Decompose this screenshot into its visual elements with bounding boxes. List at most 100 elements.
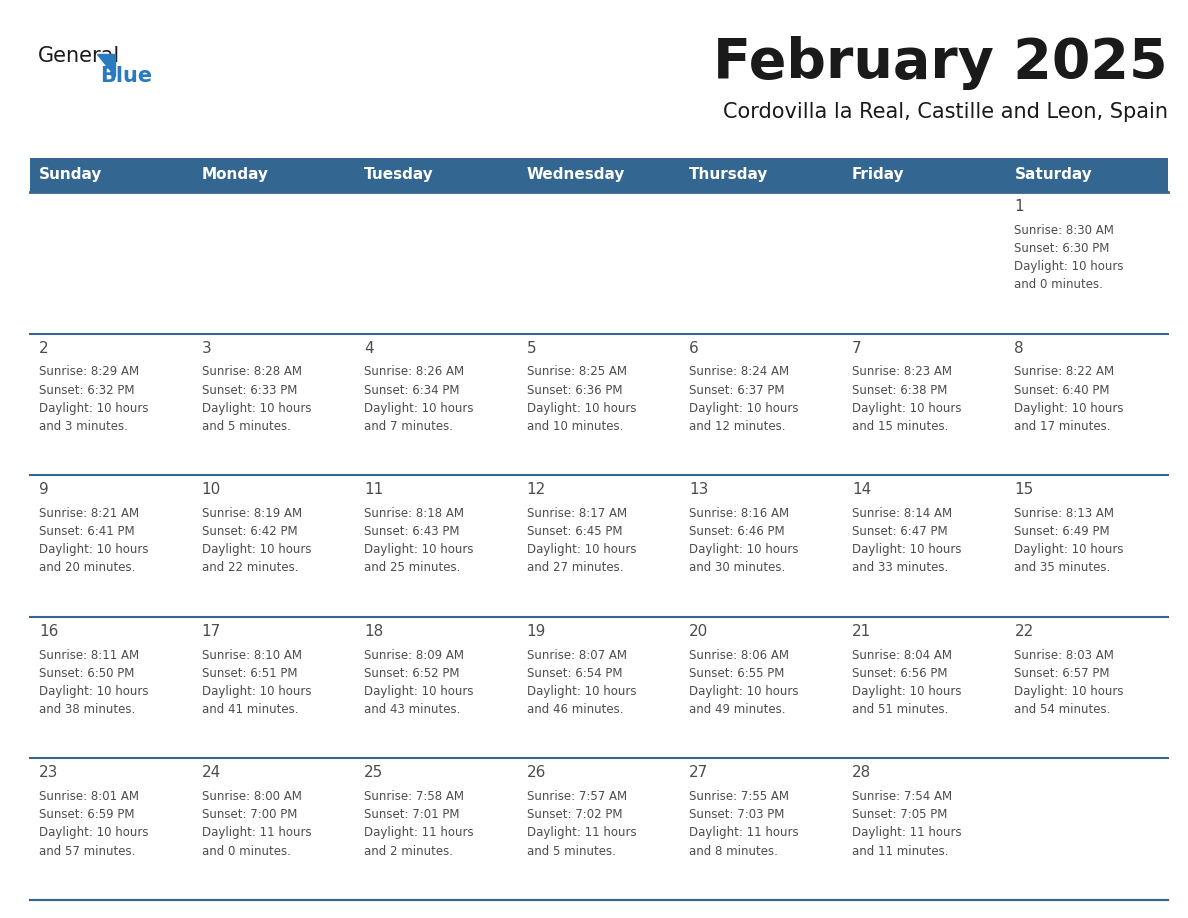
- Text: Sunrise: 8:22 AM: Sunrise: 8:22 AM: [1015, 365, 1114, 378]
- Text: Sunset: 6:37 PM: Sunset: 6:37 PM: [689, 384, 785, 397]
- Text: Sunset: 7:05 PM: Sunset: 7:05 PM: [852, 809, 947, 822]
- Text: Sunrise: 8:18 AM: Sunrise: 8:18 AM: [365, 507, 465, 520]
- Text: Sunrise: 8:14 AM: Sunrise: 8:14 AM: [852, 507, 952, 520]
- Text: and 0 minutes.: and 0 minutes.: [202, 845, 290, 857]
- Text: and 22 minutes.: and 22 minutes.: [202, 562, 298, 575]
- Text: Sunset: 6:52 PM: Sunset: 6:52 PM: [365, 666, 460, 679]
- FancyBboxPatch shape: [842, 333, 1005, 476]
- Text: Sunset: 6:45 PM: Sunset: 6:45 PM: [526, 525, 623, 538]
- FancyBboxPatch shape: [681, 333, 842, 476]
- Text: Sunrise: 8:16 AM: Sunrise: 8:16 AM: [689, 507, 789, 520]
- Text: Sunrise: 7:55 AM: Sunrise: 7:55 AM: [689, 790, 789, 803]
- Text: 15: 15: [1015, 482, 1034, 498]
- Text: Sunset: 6:46 PM: Sunset: 6:46 PM: [689, 525, 785, 538]
- Text: 13: 13: [689, 482, 709, 498]
- FancyBboxPatch shape: [30, 617, 192, 758]
- FancyBboxPatch shape: [192, 617, 355, 758]
- Text: Sunset: 6:57 PM: Sunset: 6:57 PM: [1015, 666, 1110, 679]
- Text: and 30 minutes.: and 30 minutes.: [689, 562, 785, 575]
- Text: Sunset: 6:49 PM: Sunset: 6:49 PM: [1015, 525, 1110, 538]
- Text: and 8 minutes.: and 8 minutes.: [689, 845, 778, 857]
- Text: 23: 23: [39, 766, 58, 780]
- Text: 3: 3: [202, 341, 211, 355]
- FancyBboxPatch shape: [842, 476, 1005, 617]
- Text: Wednesday: Wednesday: [526, 167, 625, 183]
- Text: Daylight: 11 hours: Daylight: 11 hours: [526, 826, 637, 839]
- Text: and 51 minutes.: and 51 minutes.: [852, 703, 948, 716]
- Text: Daylight: 10 hours: Daylight: 10 hours: [1015, 260, 1124, 273]
- Text: Sunset: 6:33 PM: Sunset: 6:33 PM: [202, 384, 297, 397]
- Text: 6: 6: [689, 341, 699, 355]
- Text: Sunrise: 8:19 AM: Sunrise: 8:19 AM: [202, 507, 302, 520]
- Text: Daylight: 10 hours: Daylight: 10 hours: [526, 543, 637, 556]
- Text: Sunset: 7:02 PM: Sunset: 7:02 PM: [526, 809, 623, 822]
- FancyBboxPatch shape: [842, 192, 1005, 333]
- Text: Daylight: 10 hours: Daylight: 10 hours: [365, 543, 474, 556]
- Text: Sunrise: 7:54 AM: Sunrise: 7:54 AM: [852, 790, 952, 803]
- Text: Sunrise: 8:26 AM: Sunrise: 8:26 AM: [365, 365, 465, 378]
- Text: 12: 12: [526, 482, 546, 498]
- Text: Sunrise: 7:57 AM: Sunrise: 7:57 AM: [526, 790, 627, 803]
- FancyBboxPatch shape: [355, 192, 518, 333]
- Text: 8: 8: [1015, 341, 1024, 355]
- Text: and 43 minutes.: and 43 minutes.: [365, 703, 461, 716]
- Text: February 2025: February 2025: [713, 36, 1168, 90]
- Text: 25: 25: [365, 766, 384, 780]
- Text: Sunset: 6:41 PM: Sunset: 6:41 PM: [39, 525, 134, 538]
- FancyBboxPatch shape: [681, 617, 842, 758]
- Text: Thursday: Thursday: [689, 167, 769, 183]
- Text: 17: 17: [202, 624, 221, 639]
- Text: Sunset: 6:56 PM: Sunset: 6:56 PM: [852, 666, 947, 679]
- FancyBboxPatch shape: [192, 758, 355, 900]
- Text: 24: 24: [202, 766, 221, 780]
- Text: 22: 22: [1015, 624, 1034, 639]
- FancyBboxPatch shape: [1005, 476, 1168, 617]
- Text: Sunset: 6:47 PM: Sunset: 6:47 PM: [852, 525, 948, 538]
- Text: 18: 18: [365, 624, 384, 639]
- Text: Monday: Monday: [202, 167, 268, 183]
- Text: Sunrise: 8:11 AM: Sunrise: 8:11 AM: [39, 648, 139, 662]
- FancyBboxPatch shape: [1005, 333, 1168, 476]
- Text: 14: 14: [852, 482, 871, 498]
- Text: Daylight: 11 hours: Daylight: 11 hours: [689, 826, 798, 839]
- Text: Sunset: 6:42 PM: Sunset: 6:42 PM: [202, 525, 297, 538]
- Text: Daylight: 11 hours: Daylight: 11 hours: [852, 826, 961, 839]
- Text: Sunset: 6:36 PM: Sunset: 6:36 PM: [526, 384, 623, 397]
- Text: Sunset: 6:32 PM: Sunset: 6:32 PM: [39, 384, 134, 397]
- Text: Saturday: Saturday: [1015, 167, 1092, 183]
- Text: Daylight: 10 hours: Daylight: 10 hours: [39, 685, 148, 698]
- Text: Sunrise: 8:09 AM: Sunrise: 8:09 AM: [365, 648, 465, 662]
- Text: Sunrise: 8:07 AM: Sunrise: 8:07 AM: [526, 648, 627, 662]
- Text: and 15 minutes.: and 15 minutes.: [852, 420, 948, 432]
- FancyBboxPatch shape: [1005, 617, 1168, 758]
- FancyBboxPatch shape: [30, 758, 192, 900]
- FancyBboxPatch shape: [355, 476, 518, 617]
- FancyBboxPatch shape: [355, 333, 518, 476]
- Text: and 49 minutes.: and 49 minutes.: [689, 703, 785, 716]
- Text: Cordovilla la Real, Castille and Leon, Spain: Cordovilla la Real, Castille and Leon, S…: [723, 102, 1168, 122]
- Text: Sunset: 6:59 PM: Sunset: 6:59 PM: [39, 809, 134, 822]
- FancyBboxPatch shape: [30, 192, 192, 333]
- Text: Blue: Blue: [100, 66, 152, 86]
- Text: Daylight: 10 hours: Daylight: 10 hours: [689, 402, 798, 415]
- Text: and 5 minutes.: and 5 minutes.: [202, 420, 290, 432]
- Text: Sunrise: 8:13 AM: Sunrise: 8:13 AM: [1015, 507, 1114, 520]
- FancyBboxPatch shape: [355, 758, 518, 900]
- Text: 27: 27: [689, 766, 708, 780]
- FancyBboxPatch shape: [1005, 758, 1168, 900]
- Text: Daylight: 10 hours: Daylight: 10 hours: [202, 402, 311, 415]
- Text: and 27 minutes.: and 27 minutes.: [526, 562, 624, 575]
- Text: and 25 minutes.: and 25 minutes.: [365, 562, 461, 575]
- Text: Sunrise: 7:58 AM: Sunrise: 7:58 AM: [365, 790, 465, 803]
- Text: Sunrise: 8:03 AM: Sunrise: 8:03 AM: [1015, 648, 1114, 662]
- Text: Sunrise: 8:28 AM: Sunrise: 8:28 AM: [202, 365, 302, 378]
- Text: Sunday: Sunday: [39, 167, 102, 183]
- Text: and 11 minutes.: and 11 minutes.: [852, 845, 948, 857]
- Text: Sunrise: 8:06 AM: Sunrise: 8:06 AM: [689, 648, 789, 662]
- FancyBboxPatch shape: [30, 333, 192, 476]
- Text: 7: 7: [852, 341, 861, 355]
- Text: 2: 2: [39, 341, 49, 355]
- Text: General: General: [38, 46, 120, 66]
- FancyBboxPatch shape: [842, 617, 1005, 758]
- Text: Friday: Friday: [852, 167, 904, 183]
